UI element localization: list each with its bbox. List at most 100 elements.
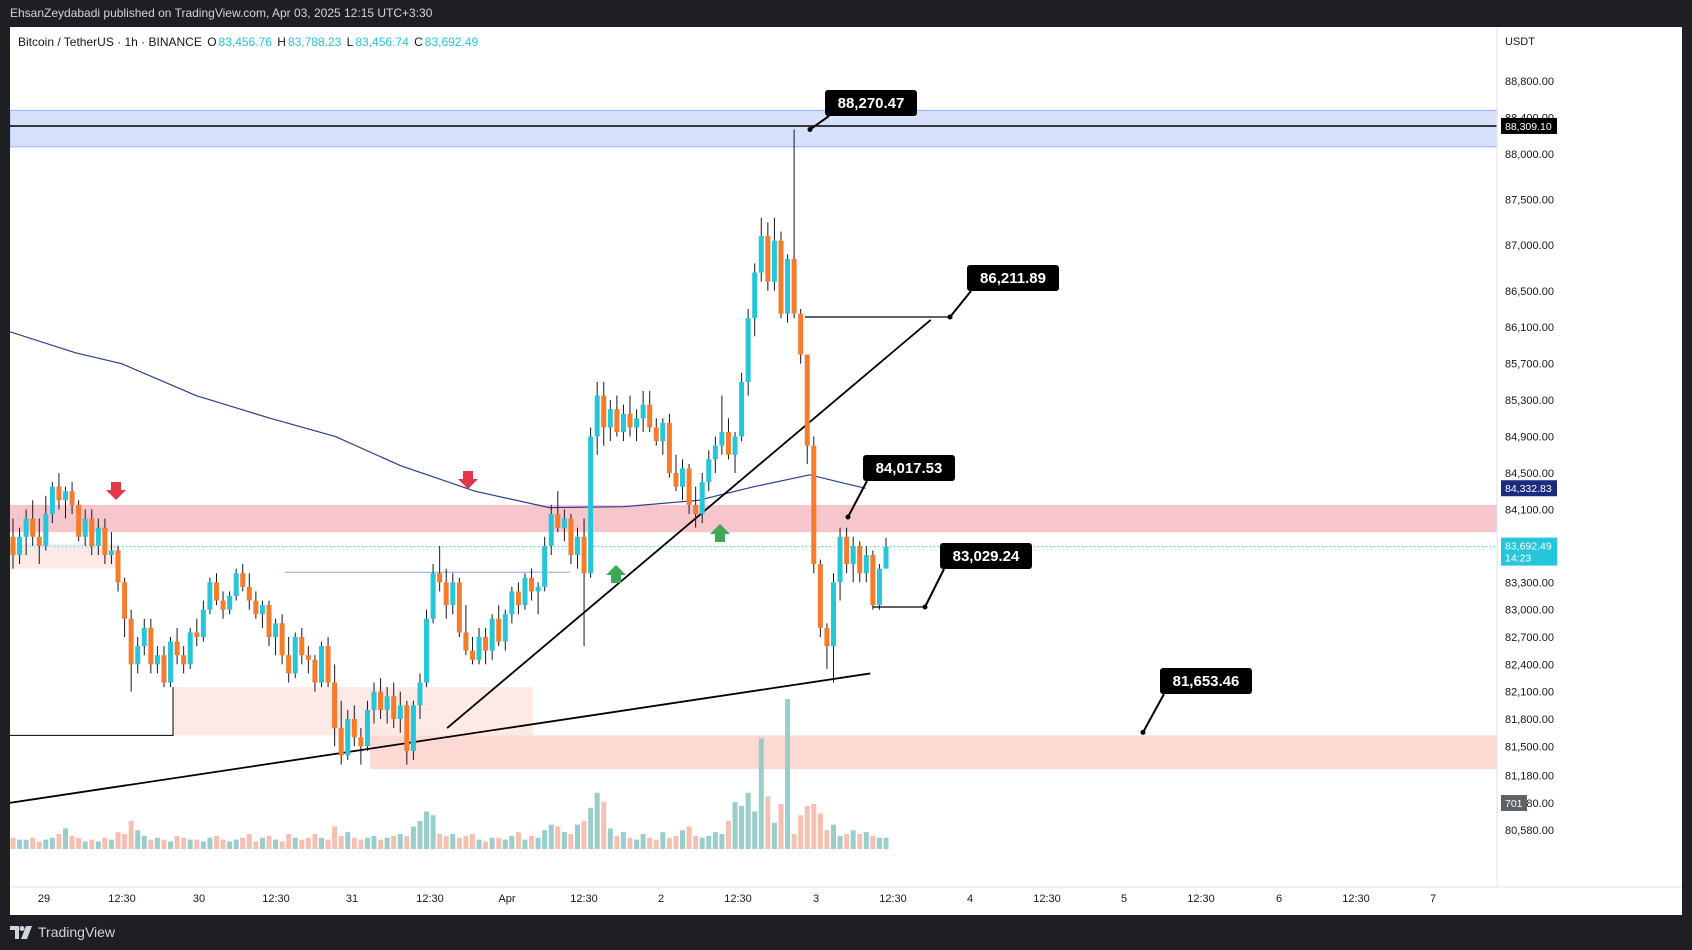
candle-body xyxy=(259,605,265,615)
volume-bar xyxy=(345,832,351,849)
candle xyxy=(489,614,495,660)
volume-bar xyxy=(732,802,738,849)
footer-bar: TradingView xyxy=(0,915,1692,950)
candle-body xyxy=(181,655,187,665)
volume-bar xyxy=(771,822,777,849)
volume-bar xyxy=(181,837,187,849)
volume-bar xyxy=(607,828,613,849)
callout-pointer xyxy=(949,290,972,318)
volume-bar xyxy=(279,841,285,849)
candle-body xyxy=(89,518,95,546)
price-tick-label: 85,700.00 xyxy=(1505,359,1554,371)
callout-anchor xyxy=(947,314,953,320)
candle xyxy=(148,618,154,674)
candle-body xyxy=(384,696,390,710)
candle-body xyxy=(391,696,397,719)
candle-body xyxy=(338,728,344,756)
volume-bar xyxy=(581,820,587,849)
volume-bar xyxy=(483,841,489,849)
candle xyxy=(817,559,823,637)
candle xyxy=(850,536,856,583)
time-tick-label: 12:30 xyxy=(1342,893,1370,905)
candle xyxy=(660,418,666,455)
candle xyxy=(542,536,548,592)
price-tick-label: 87,500.00 xyxy=(1505,195,1554,207)
moving-average-line xyxy=(10,331,866,509)
candle-body xyxy=(725,432,731,455)
candle xyxy=(456,577,462,637)
candle xyxy=(397,691,403,733)
price-axis xyxy=(1497,27,1682,887)
candle-body xyxy=(620,413,626,432)
volume-bar xyxy=(17,839,23,849)
candle-body xyxy=(273,623,279,637)
volume-bar xyxy=(529,835,535,849)
volume-bar xyxy=(89,839,95,849)
tradingview-brand: TradingView xyxy=(38,924,116,940)
candle-body xyxy=(601,395,607,428)
candle xyxy=(17,527,23,565)
candle-body xyxy=(752,272,758,319)
candle xyxy=(69,482,75,514)
candle xyxy=(673,454,679,492)
volume-bar xyxy=(469,834,475,849)
volume-bar xyxy=(666,837,672,849)
candle-body xyxy=(693,504,699,514)
published-header: EhsanZeydabadi published on TradingView.… xyxy=(0,0,1692,27)
candle xyxy=(63,486,69,519)
candle xyxy=(141,618,147,656)
chart-frame[interactable]: 88,270.47 86,211.89 84,017.53 83,029.24 81,6… xyxy=(10,27,1682,915)
candle xyxy=(358,728,364,765)
candle xyxy=(876,564,882,610)
candle xyxy=(194,618,200,647)
candle-body xyxy=(555,514,561,528)
candle-body xyxy=(424,618,430,683)
time-tick-label: 12:30 xyxy=(108,893,136,905)
candle-body xyxy=(469,650,475,660)
callout-label: 84,017.53 xyxy=(876,460,943,477)
time-tick-label: 12:30 xyxy=(416,893,444,905)
candle-body xyxy=(798,313,804,355)
candle xyxy=(535,582,541,615)
volume-bar xyxy=(299,839,305,849)
candle-body xyxy=(745,318,751,382)
candle-body xyxy=(463,632,469,651)
price-tick-label: 88,800.00 xyxy=(1505,76,1554,88)
volume-bar xyxy=(522,839,528,849)
candle xyxy=(207,577,213,615)
callout-box xyxy=(1160,668,1252,694)
volume-bar xyxy=(240,837,246,849)
volume-bar xyxy=(397,834,403,849)
volume-bar xyxy=(712,832,718,849)
candle-body xyxy=(332,682,338,729)
time-tick-label: 12:30 xyxy=(570,893,598,905)
volume-bar xyxy=(660,832,666,849)
price-tick-label: 84,500.00 xyxy=(1505,468,1554,480)
volume-bar xyxy=(870,835,876,849)
price-tick-label: 85,300.00 xyxy=(1505,395,1554,407)
candle xyxy=(213,573,219,606)
candle xyxy=(725,418,731,460)
zone-minor xyxy=(10,544,120,569)
price-chart[interactable]: 88,270.47 86,211.89 84,017.53 83,029.24 81,6… xyxy=(10,27,1682,915)
candle-body xyxy=(246,586,252,601)
candle-body xyxy=(732,436,738,455)
volume-bar xyxy=(568,834,574,849)
volume-bar xyxy=(207,837,213,849)
candle-body xyxy=(194,632,200,637)
candle xyxy=(56,473,62,510)
candle-body xyxy=(10,536,16,555)
tradingview-logo[interactable]: TradingView xyxy=(10,924,115,940)
candle xyxy=(305,646,311,674)
candle xyxy=(266,600,272,647)
candle-body xyxy=(279,623,285,656)
candle xyxy=(634,409,640,442)
candle xyxy=(115,545,121,592)
volume-bar xyxy=(693,835,699,849)
candle xyxy=(378,678,384,719)
candle xyxy=(870,550,876,610)
volume-bar xyxy=(135,830,141,849)
volume-bar xyxy=(82,841,88,849)
candle xyxy=(785,254,791,323)
volume-bar xyxy=(758,738,764,849)
